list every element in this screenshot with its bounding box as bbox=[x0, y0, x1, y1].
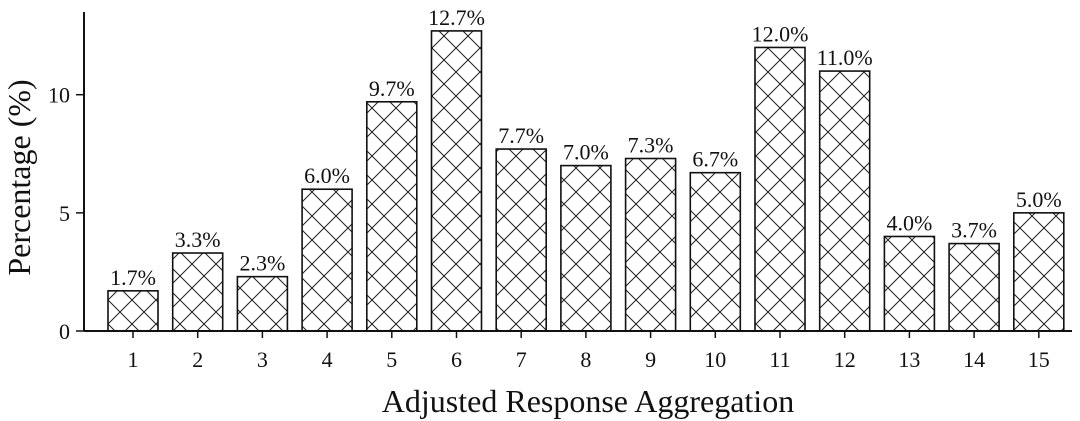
bar-13 bbox=[883, 235, 936, 332]
bar-value-label-8: 7.0% bbox=[563, 140, 609, 165]
bar-value-label-6: 12.7% bbox=[428, 5, 485, 30]
x-tick-label-14: 14 bbox=[963, 347, 985, 372]
bar-value-label-9: 7.3% bbox=[628, 133, 674, 158]
bar-value-label-7: 7.7% bbox=[498, 123, 544, 148]
y-tick-label-10: 10 bbox=[48, 83, 70, 108]
bar-value-label-3: 2.3% bbox=[239, 251, 285, 276]
x-tick-label-1: 1 bbox=[128, 347, 139, 372]
x-tick-label-3: 3 bbox=[257, 347, 268, 372]
x-tick-label-9: 9 bbox=[645, 347, 656, 372]
bar-12 bbox=[818, 70, 871, 332]
x-tick-label-12: 12 bbox=[834, 347, 856, 372]
bar-value-label-1: 1.7% bbox=[110, 265, 156, 290]
x-tick-label-4: 4 bbox=[322, 347, 333, 372]
bar-value-label-2: 3.3% bbox=[175, 227, 221, 252]
x-tick-label-13: 13 bbox=[898, 347, 920, 372]
bar-2 bbox=[171, 252, 224, 332]
bar-15 bbox=[1012, 212, 1065, 332]
x-tick-label-11: 11 bbox=[769, 347, 790, 372]
x-tick-label-2: 2 bbox=[192, 347, 203, 372]
bar-value-label-4: 6.0% bbox=[304, 163, 350, 188]
bar-value-label-11: 12.0% bbox=[752, 21, 809, 46]
bar-6 bbox=[430, 30, 483, 332]
bar-value-label-13: 4.0% bbox=[886, 210, 932, 235]
y-tick-label-5: 5 bbox=[59, 201, 70, 226]
bar-5 bbox=[365, 100, 418, 332]
x-tick-label-8: 8 bbox=[580, 347, 591, 372]
bar-11 bbox=[754, 46, 806, 332]
x-tick-label-15: 15 bbox=[1028, 347, 1050, 372]
bar-labels-layer: 1.7% 3.3% 2.3% 6.0% 9.7% 12.7% 7.7% 7.0% 7.3% 6.7… bbox=[110, 5, 1062, 290]
bar-value-label-10: 6.7% bbox=[692, 147, 738, 172]
bar-value-label-14: 3.7% bbox=[951, 218, 997, 243]
x-axis-title: Adjusted Response Aggregation bbox=[382, 383, 794, 419]
bar-1 bbox=[107, 290, 159, 332]
bar-7 bbox=[495, 148, 548, 332]
bars-layer bbox=[107, 30, 1065, 332]
bar-3 bbox=[236, 275, 289, 332]
bar-9 bbox=[624, 157, 677, 332]
axes-layer bbox=[83, 12, 1072, 332]
bar-4 bbox=[301, 188, 353, 332]
y-axis-title: Percentage (%) bbox=[1, 79, 37, 275]
x-tick-label-5: 5 bbox=[386, 347, 397, 372]
x-tick-label-10: 10 bbox=[704, 347, 726, 372]
bar-10 bbox=[689, 171, 742, 332]
bar-8 bbox=[560, 164, 612, 332]
x-tick-label-7: 7 bbox=[516, 347, 527, 372]
bar-value-label-12: 11.0% bbox=[817, 45, 873, 70]
bar-value-label-5: 9.7% bbox=[369, 76, 415, 101]
x-tick-label-6: 6 bbox=[451, 347, 462, 372]
bar-value-label-15: 5.0% bbox=[1016, 187, 1062, 212]
y-tick-label-0: 0 bbox=[59, 319, 70, 344]
bar-14 bbox=[948, 242, 1000, 332]
